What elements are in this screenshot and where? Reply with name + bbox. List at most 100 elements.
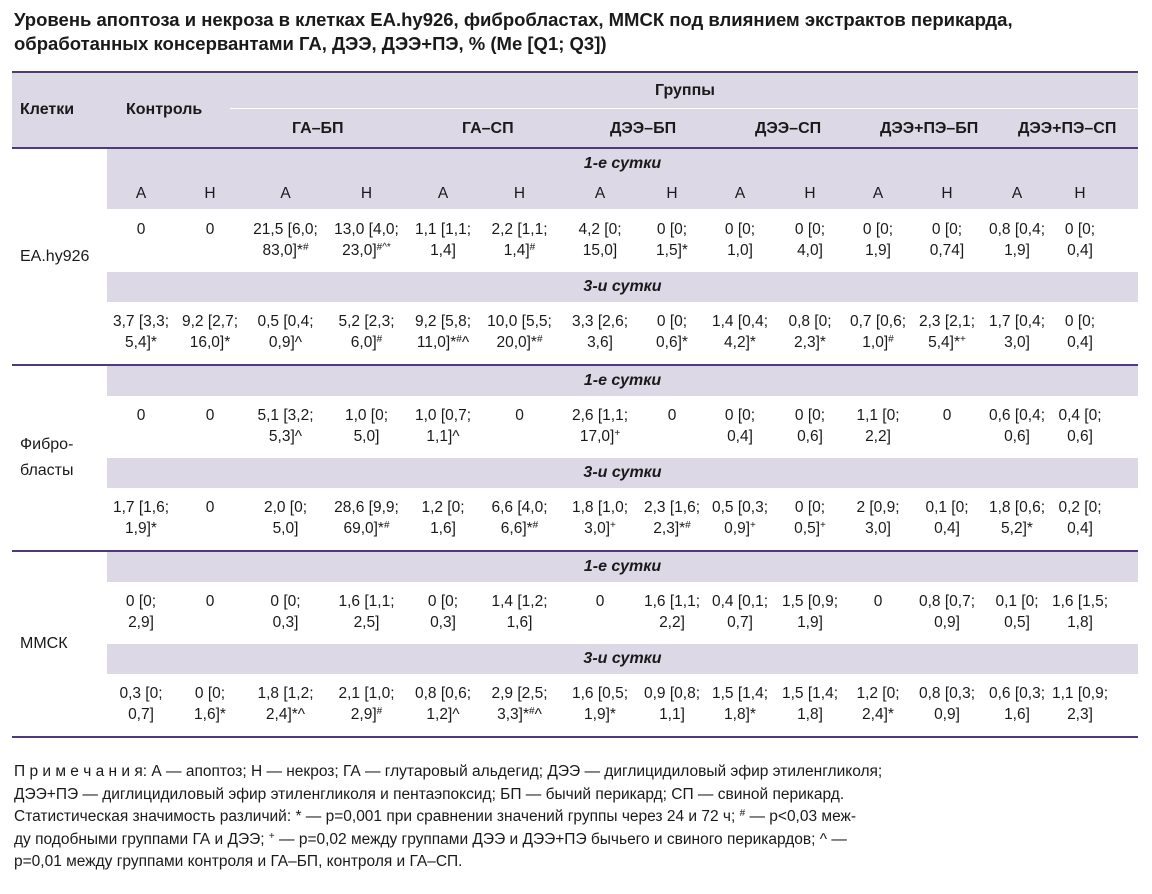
notes-line-5: p=0,01 между группами контроля и ГА–БП, … [14, 853, 463, 870]
table-cell: 1,8 [0,6; 5,2]* [988, 499, 1045, 537]
header-groups: Группы [655, 82, 715, 99]
subheader-cell: А [872, 185, 884, 202]
table-cell: 0 [595, 593, 605, 610]
table-cell: 21,5 [6,0; 83,0]*# [253, 221, 318, 259]
table-cell: 0 [0; 0,3] [270, 593, 301, 631]
table-cell: 28,6 [9,9; 69,0]*# [334, 499, 399, 537]
subheader-cell: Н [513, 185, 526, 202]
period-label: 1-е сутки [107, 366, 1138, 396]
header-cells: Клетки [20, 101, 75, 118]
table-cell: 0 [515, 407, 524, 424]
table-cell: 0 [0; 0,6] [794, 407, 826, 445]
table-cell: 0 [205, 221, 215, 238]
table-cell: 0,3 [0; 0,7] [119, 685, 163, 723]
subheader-cell: Н [204, 185, 216, 202]
table-cell: 4,2 [0; 15,0] [578, 221, 622, 259]
table-cell: 1,2 [0; 1,6] [421, 499, 465, 537]
table-cell: 0,8 [0,6; 1,2]^ [414, 685, 471, 723]
subheader-cell: А [437, 185, 449, 202]
header-divider [230, 108, 1138, 109]
table-cell: 5,1 [3,2; 5,3]^ [257, 407, 314, 445]
group-header-2: ГА–СП [462, 120, 514, 137]
table-row: 0 [0; 2,9] 0 0 [0; 0,3] 1,6 [1,1; 2,5] 0 [0; 0,3… [107, 582, 1138, 644]
table-cell: 1,4 [0,4; 4,2]* [711, 313, 768, 351]
notes-line-3: Статистическая значимость различий: * — … [14, 808, 857, 825]
table-cell: 6,6 [4,0; 6,6]*# [491, 499, 548, 537]
period-label: 3-и сутки [107, 272, 1138, 302]
title-line-1: Уровень апоптоза и некроза в клетках EA.… [14, 9, 1013, 30]
group-header-6: ДЭЭ+ПЭ–СП [1018, 120, 1117, 137]
table-cell: 0,6 [0,4; 0,6] [988, 407, 1045, 445]
table-cell: 0 [942, 407, 952, 424]
section-rows: 1-е сутки А Н А Н А Н А Н А Н А Н А Н 0 0 21,5 [6,0; 83,0]… [106, 149, 1138, 364]
table-header: Клетки Контроль Группы ГА–БП ГА–СП ДЭЭ–Б… [12, 71, 1138, 149]
notes-line-4: ду подобными группами ГА и ДЭЭ; + — p=0,… [14, 830, 847, 848]
table-cell: 1,0 [0; 5,0] [344, 407, 389, 445]
table-cell: 0 [0; 0,3] [427, 593, 459, 631]
table-cell: 3,7 [3,3; 5,4]* [112, 313, 169, 351]
table-cell: 0 [0; 0,6]* [656, 313, 688, 351]
table-cell: 1,8 [1,2; 2,4]*^ [257, 685, 314, 723]
notes-line-1: П р и м е ч а н и я: А — апоптоз; Н — не… [14, 763, 883, 780]
table-cell: 0 [0; 1,6]* [194, 685, 226, 723]
table-cell: 1,4 [1,2; 1,6] [491, 593, 548, 631]
table-cell: 9,2 [5,8; 11,0]*#^ [414, 313, 471, 351]
table-cell: 0 [0; 2,9] [125, 593, 157, 631]
table-cell: 1,5 [1,4; 1,8]* [711, 685, 768, 723]
table-body: EA.hy926 1-е сутки А Н А Н А Н А Н А Н А Н А Н 0 0 21,5 [6… [12, 149, 1138, 738]
table-cell: 2,9 [2,5; 3,3]*#^ [491, 685, 548, 723]
table-cell: 2,6 [1,1; 17,0]+ [571, 407, 628, 445]
subheader-cell: Н [941, 185, 953, 202]
table-cell: 1,6 [1,1; 2,5] [338, 593, 395, 631]
table-cell: 1,0 [0,7; 1,1]^ [414, 407, 471, 445]
table-cell: 0 [205, 499, 215, 516]
group-header-3: ДЭЭ–БП [610, 120, 677, 137]
table-cell: 0,5 [0,4; 0,9]^ [257, 313, 314, 351]
table-cell: 2,1 [1,0; 2,9]# [338, 685, 395, 723]
subheader-cell: А [1011, 185, 1023, 202]
period-label: 3-и сутки [107, 644, 1138, 674]
table-cell: 13,0 [4,0; 23,0]#^* [334, 221, 399, 259]
table-cell: 3,3 [2,6; 3,6] [571, 313, 628, 351]
table-cell: 2 [0,9; 3,0] [856, 499, 900, 537]
table-cell: 0,9 [0,8; 1,1] [643, 685, 700, 723]
table-cell: 0,8 [0,4; 1,9] [988, 221, 1045, 259]
section-row: Фибро-бласты 1-е сутки 0 0 5,1 [3,2; 5,3]^ 1,0… [12, 366, 1138, 552]
table-row: 1,7 [1,6; 1,9]* 0 2,0 [0; 5,0] 28,6 [9,9; 69,0… [107, 488, 1138, 550]
table-cell: 1,1 [1,1; 1,4] [414, 221, 471, 259]
table-cell: 0,4 [0; 0,6] [1058, 407, 1102, 445]
table-cell: 0,2 [0; 0,4] [1058, 499, 1102, 537]
table-cell: 0 [136, 221, 146, 238]
section-row: ММСК 1-е сутки 0 [0; 2,9] 0 0 [0; 0,3] 1,6 [1,1… [12, 552, 1138, 738]
table-cell: 0,7 [0,6; 1,0]# [849, 313, 906, 351]
table-row: 3,7 [3,3; 5,4]* 9,2 [2,7; 16,0]* 0,5 [0,4; 0,… [107, 302, 1138, 364]
table-cell: 1,7 [0,4; 3,0] [988, 313, 1045, 351]
table-cell: 2,0 [0; 5,0] [263, 499, 308, 537]
table-cell: 0 [205, 593, 215, 610]
table-cell: 0 [0; 0,5]+ [794, 499, 826, 537]
table-cell: 10,0 [5,5; 20,0]*# [487, 313, 552, 351]
table-cell: 0,8 [0,7; 0,9] [918, 593, 975, 631]
table-cell: 2,3 [1,6; 2,3]*# [643, 499, 700, 537]
cell-type-label: ММСК [20, 635, 68, 652]
table-cell: 1,8 [1,0; 3,0]+ [571, 499, 628, 537]
period-label: 1-е сутки [107, 552, 1138, 582]
table-cell: 5,2 [2,3; 6,0]# [338, 313, 395, 351]
table-cell: 0,1 [0; 0,4] [925, 499, 969, 537]
table-row: 0 0 5,1 [3,2; 5,3]^ 1,0 [0; 5,0] 1,0 [0,7; 1,1]… [107, 396, 1138, 458]
table-cell: 0 [667, 407, 677, 424]
section-row: EA.hy926 1-е сутки А Н А Н А Н А Н А Н А Н А Н 0 0 21,5 [6… [12, 149, 1138, 366]
notes-line-2: ДЭЭ+ПЭ — диглицидиловый эфир этиленглико… [14, 785, 845, 803]
table-cell: 1,1 [0; 2,2] [856, 407, 900, 445]
table-notes: П р и м е ч а н и я: А — апоптоз; Н — не… [14, 761, 1138, 874]
cell-type-label: Фибро-бласты [20, 436, 74, 479]
subheader-cell: А [594, 185, 606, 202]
cell-type-label: EA.hy926 [20, 247, 90, 265]
table-cell: 0,5 [0,3; 0,9]+ [711, 499, 768, 537]
table-title: Уровень апоптоза и некроза в клетках EA.… [14, 8, 1140, 56]
table-cell: 2,3 [2,1; 5,4]*+ [918, 313, 975, 351]
group-header-1: ГА–БП [292, 120, 344, 137]
data-table: Клетки Контроль Группы ГА–БП ГА–СП ДЭЭ–Б… [12, 71, 1138, 738]
table-cell: 0,8 [0; 2,3]* [788, 313, 832, 351]
